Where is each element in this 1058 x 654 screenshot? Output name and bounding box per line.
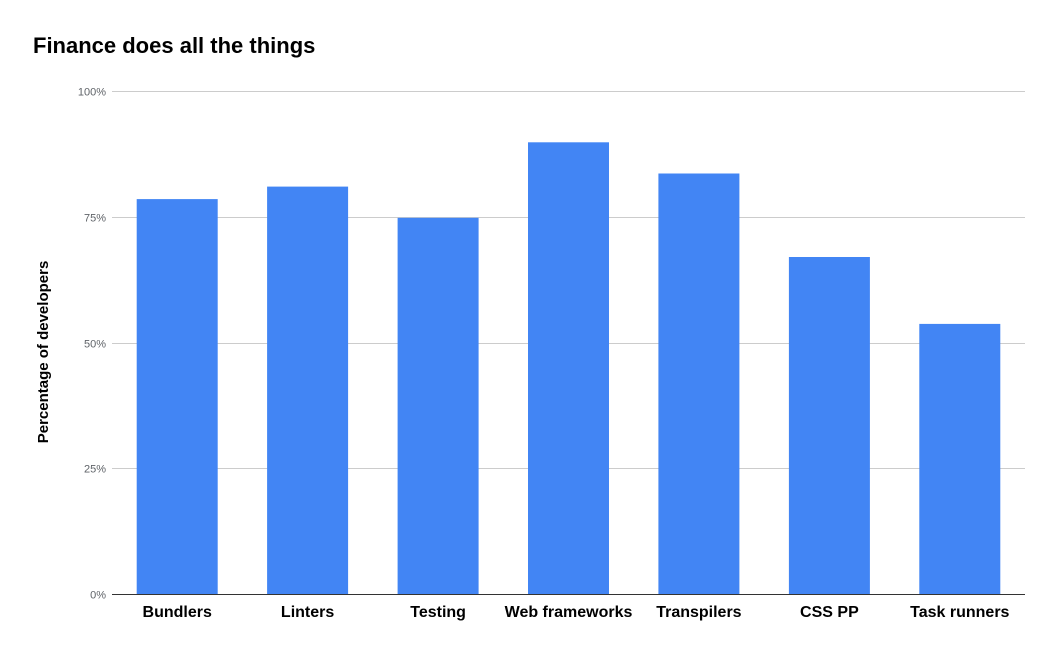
bar-transpilers — [658, 173, 740, 594]
x-category-label: Task runners — [910, 604, 1009, 621]
x-category-label: Linters — [281, 604, 334, 621]
y-axis-ticks: 0% 25% 50% 75% 100% — [78, 87, 106, 602]
y-tick-label: 25% — [84, 464, 106, 476]
x-category-label: Web frameworks — [505, 604, 633, 621]
bar-web-frameworks — [528, 142, 609, 595]
x-category-label: CSS PP — [800, 604, 859, 621]
y-tick-label: 100% — [78, 87, 106, 99]
y-tick-label: 75% — [84, 213, 106, 225]
x-category-label: Transpilers — [656, 604, 741, 621]
chart-title: Finance does all the things — [33, 33, 316, 58]
bar-task-runners — [919, 323, 1001, 594]
bar-testing — [397, 217, 479, 595]
x-axis-labels: Bundlers Linters Testing Web frameworks Tran… — [143, 604, 1010, 621]
bar-linters — [267, 186, 349, 594]
bar-css-pp — [788, 257, 870, 594]
y-tick-label: 50% — [84, 339, 106, 351]
y-axis-title: Percentage of developers — [35, 261, 52, 444]
bar-bundlers — [136, 199, 218, 594]
x-category-label: Bundlers — [143, 604, 212, 621]
y-tick-label: 0% — [90, 590, 106, 602]
bars — [136, 142, 1001, 595]
x-category-label: Testing — [410, 604, 466, 621]
